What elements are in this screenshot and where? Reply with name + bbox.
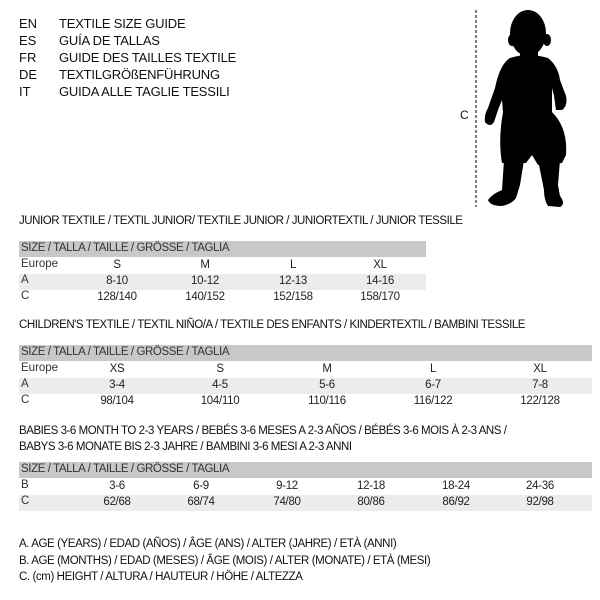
children-section-title: CHILDREN'S TEXTILE / TEXTIL NIÑO/A / TEX… — [19, 319, 525, 331]
babies-size-header: SIZE / TALLA / TAILLE / GRÖSSE / TAGLIA — [19, 462, 592, 478]
table-cell: 5-6 — [319, 379, 335, 391]
table-row: A 8-10 10-12 12-13 14-16 — [19, 274, 426, 290]
lang-code: DE — [19, 67, 38, 82]
table-cell: XL — [373, 259, 387, 271]
table-row: A 3-4 4-5 5-6 6-7 7-8 — [19, 378, 592, 394]
table-cell: S — [113, 259, 121, 271]
table-cell: 3-6 — [109, 480, 125, 492]
table-cell: 10-12 — [191, 275, 219, 287]
table-cell: M — [200, 259, 210, 271]
lang-code: ES — [19, 33, 37, 48]
table-cell: 122/128 — [520, 395, 560, 407]
size-header-label: SIZE / TALLA / TAILLE / GRÖSSE / TAGLIA — [21, 346, 230, 358]
table-cell: 128/140 — [97, 291, 137, 303]
size-header-label: SIZE / TALLA / TAILLE / GRÖSSE / TAGLIA — [21, 463, 230, 475]
height-measure-label: C — [460, 108, 469, 122]
table-cell: 86/92 — [442, 496, 470, 508]
babies-section-title: BABIES 3-6 MONTH TO 2-3 YEARS / BEBÉS 3-… — [19, 425, 507, 437]
size-header-label: SIZE / TALLA / TAILLE / GRÖSSE / TAGLIA — [21, 242, 230, 254]
table-row: C 62/68 68/74 74/80 80/86 86/92 92/98 — [19, 495, 592, 511]
table-cell: 18-24 — [442, 480, 470, 492]
table-cell: 7-8 — [532, 379, 548, 391]
row-label: B — [21, 479, 29, 491]
lang-title: GUÍA DE TALLAS — [59, 33, 160, 48]
row-label: C — [21, 290, 30, 302]
junior-size-header: SIZE / TALLA / TAILLE / GRÖSSE / TAGLIA — [19, 241, 426, 257]
table-cell: 116/122 — [413, 395, 453, 407]
table-cell: 9-12 — [276, 480, 298, 492]
legend-item: A. AGE (YEARS) / EDAD (AÑOS) / ÂGE (ANS)… — [19, 538, 397, 550]
legend-item: B. AGE (MONTHS) / EDAD (MESES) / ÂGE (MO… — [19, 555, 431, 567]
table-row: C 98/104 104/110 110/116 116/122 122/128 — [19, 394, 592, 410]
table-cell: 6-7 — [425, 379, 441, 391]
row-label: C — [21, 394, 30, 406]
table-cell: 140/152 — [185, 291, 225, 303]
lang-code: FR — [19, 50, 37, 65]
legend-item: C. (cm) HEIGHT / ALTURA / HAUTEUR / HÖHE… — [19, 571, 303, 583]
table-cell: 62/68 — [103, 496, 131, 508]
table-cell: 74/80 — [273, 496, 301, 508]
lang-code: IT — [19, 84, 31, 99]
table-cell: XL — [533, 363, 547, 375]
lang-title: GUIDE DES TAILLES TEXTILE — [59, 50, 237, 65]
table-cell: 158/170 — [360, 291, 400, 303]
table-cell: M — [322, 363, 332, 375]
row-label: C — [21, 495, 30, 507]
lang-code: EN — [19, 16, 38, 31]
table-cell: 110/116 — [308, 395, 346, 407]
lang-title: TEXTILGRÖßENFÜHRUNG — [59, 67, 220, 82]
table-cell: 4-5 — [212, 379, 228, 391]
lang-title: GUIDA ALLE TAGLIE TESSILI — [59, 84, 230, 99]
table-cell: 24-36 — [526, 480, 554, 492]
babies-section-title-2: BABYS 3-6 MONATE BIS 2-3 JAHRE / BAMBINI… — [19, 441, 352, 453]
table-cell: S — [216, 363, 224, 375]
table-cell: 92/98 — [526, 496, 554, 508]
table-cell: 12-13 — [279, 275, 307, 287]
row-label: Europe — [21, 362, 59, 374]
table-cell: L — [289, 259, 297, 271]
lang-title: TEXTILE SIZE GUIDE — [59, 16, 186, 31]
table-cell: 6-9 — [193, 480, 209, 492]
table-cell: 104/110 — [200, 395, 240, 407]
table-cell: 80/86 — [357, 496, 385, 508]
baby-silhouette-icon — [475, 10, 567, 207]
row-label: A — [21, 274, 29, 286]
table-cell: 14-16 — [366, 275, 394, 287]
table-row: Europe S M L XL — [19, 258, 426, 274]
table-cell: 152/158 — [273, 291, 313, 303]
table-cell: 8-10 — [106, 275, 128, 287]
table-cell: L — [429, 363, 437, 375]
row-label: Europe — [21, 258, 59, 270]
table-cell: XS — [109, 363, 125, 375]
children-size-header: SIZE / TALLA / TAILLE / GRÖSSE / TAGLIA — [19, 345, 592, 361]
table-cell: 98/104 — [100, 395, 134, 407]
table-row: C 128/140 140/152 152/158 158/170 — [19, 290, 426, 306]
table-cell: 12-18 — [357, 480, 385, 492]
row-label: A — [21, 378, 29, 390]
table-cell: 3-4 — [109, 379, 125, 391]
table-row: Europe XS S M L XL — [19, 362, 592, 378]
table-cell: 68/74 — [187, 496, 215, 508]
table-row: B 3-6 6-9 9-12 12-18 18-24 24-36 — [19, 479, 592, 495]
junior-section-title: JUNIOR TEXTILE / TEXTIL JUNIOR/ TEXTILE … — [19, 215, 463, 227]
